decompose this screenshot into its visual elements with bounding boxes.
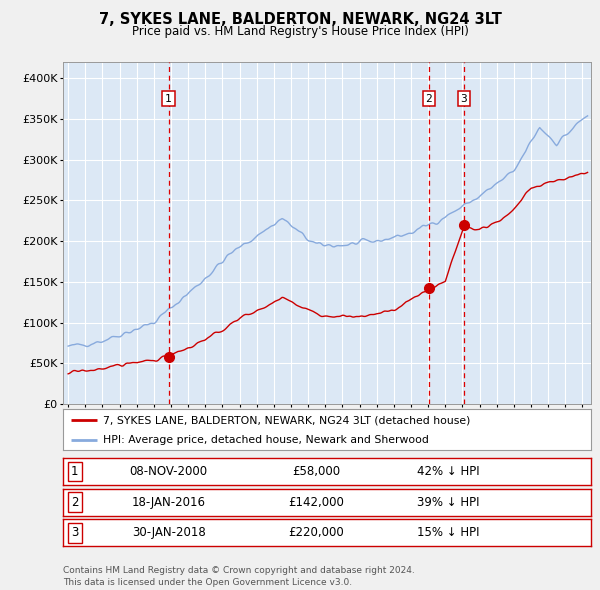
Text: 7, SYKES LANE, BALDERTON, NEWARK, NG24 3LT (detached house): 7, SYKES LANE, BALDERTON, NEWARK, NG24 3…: [103, 415, 470, 425]
Text: 2: 2: [71, 496, 79, 509]
Text: £142,000: £142,000: [289, 496, 344, 509]
Text: HPI: Average price, detached house, Newark and Sherwood: HPI: Average price, detached house, Newa…: [103, 435, 428, 445]
Text: 08-NOV-2000: 08-NOV-2000: [130, 465, 208, 478]
Text: 15% ↓ HPI: 15% ↓ HPI: [417, 526, 479, 539]
Text: Contains HM Land Registry data © Crown copyright and database right 2024.
This d: Contains HM Land Registry data © Crown c…: [63, 566, 415, 587]
Text: 42% ↓ HPI: 42% ↓ HPI: [417, 465, 480, 478]
Text: 3: 3: [71, 526, 79, 539]
Text: 3: 3: [460, 94, 467, 104]
Text: 18-JAN-2016: 18-JAN-2016: [131, 496, 206, 509]
Text: 1: 1: [165, 94, 172, 104]
Text: 39% ↓ HPI: 39% ↓ HPI: [417, 496, 479, 509]
Text: Price paid vs. HM Land Registry's House Price Index (HPI): Price paid vs. HM Land Registry's House …: [131, 25, 469, 38]
Text: £58,000: £58,000: [292, 465, 341, 478]
Text: 7, SYKES LANE, BALDERTON, NEWARK, NG24 3LT: 7, SYKES LANE, BALDERTON, NEWARK, NG24 3…: [98, 12, 502, 27]
Text: £220,000: £220,000: [289, 526, 344, 539]
Text: 2: 2: [425, 94, 433, 104]
Text: 30-JAN-2018: 30-JAN-2018: [132, 526, 205, 539]
Text: 1: 1: [71, 465, 79, 478]
